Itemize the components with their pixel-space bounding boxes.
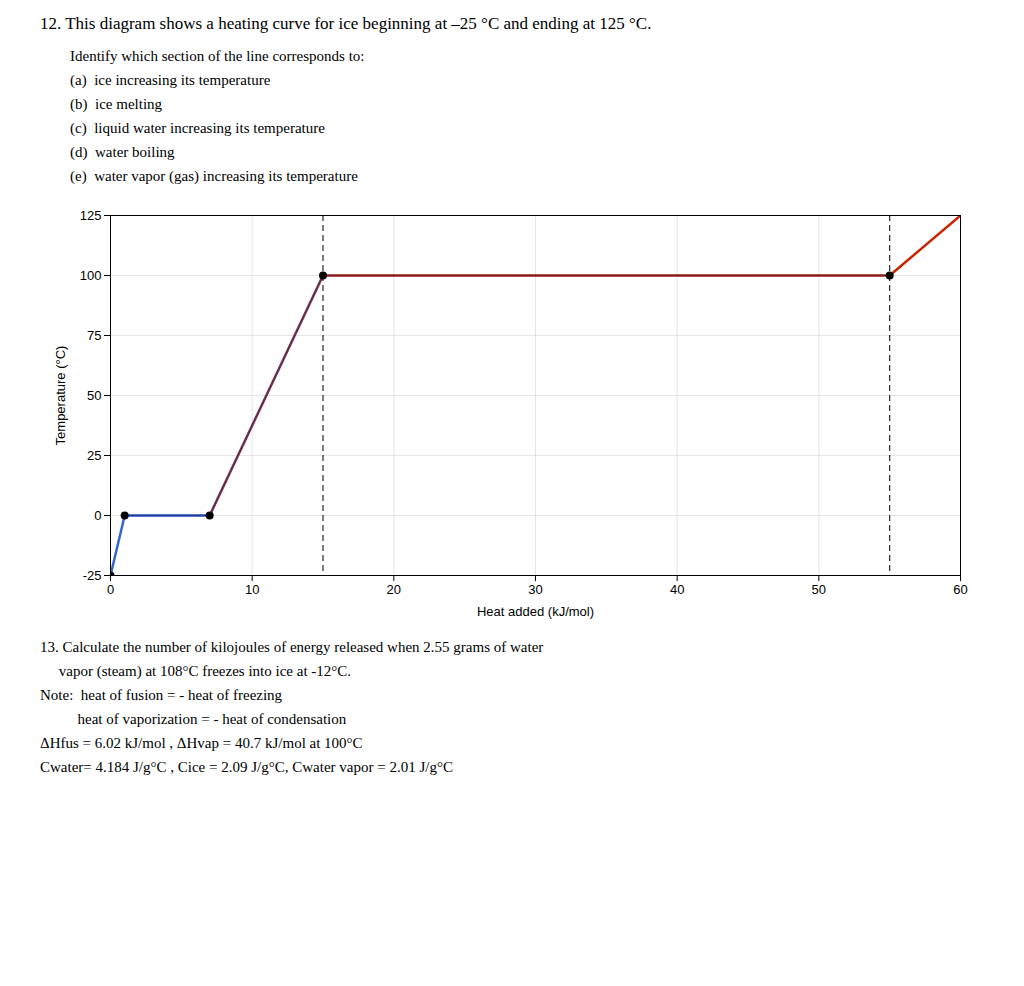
- html-text:Note: heat of fusion = - heat: Note: heat of fusion = - heat of freezin…: [40, 687, 283, 703]
- svg-text:125: 125: [80, 208, 102, 223]
- html-text:(a) ice increasing its tempera: (a) ice increasing its temperature: [70, 72, 271, 88]
- html-text:Identify which section of the: Identify which section of the line corre…: [70, 48, 365, 64]
- svg-text:Heat added (kJ/mol): Heat added (kJ/mol): [477, 604, 594, 619]
- html-text:(e) water vapor (gas) increasi: (e) water vapor (gas) increasing its tem…: [70, 168, 358, 184]
- svg-text:-25: -25: [83, 568, 102, 583]
- html-text:(c) liquid water increasing it: (c) liquid water increasing its temperat…: [70, 120, 325, 136]
- html-text:(b) ice melting: (b) ice melting: [70, 96, 163, 112]
- html-text:Cwater= 4.184 J/g°C , Cice = 2: Cwater= 4.184 J/g°C , Cice = 2.09 J/g°C,…: [40, 759, 453, 775]
- svg-text:20: 20: [387, 582, 401, 597]
- html-text:13. Calculate the number of ki: 13. Calculate the number of kilojoules o…: [40, 639, 544, 655]
- svg-text:0: 0: [94, 508, 101, 523]
- svg-text:60: 60: [953, 582, 967, 597]
- svg-text:Temperature (°C): Temperature (°C): [53, 346, 68, 446]
- svg-text:30: 30: [528, 582, 542, 597]
- svg-text:0: 0: [107, 582, 114, 597]
- svg-text:40: 40: [670, 582, 684, 597]
- svg-text:75: 75: [87, 328, 101, 343]
- html-text:ΔHfus = 6.02 kJ/mol , ΔHvap =: ΔHfus = 6.02 kJ/mol , ΔHvap = 40.7 kJ/mo…: [40, 735, 363, 751]
- html-text:vapor (steam) at 108°C freezes: vapor (steam) at 108°C freezes into ice …: [40, 663, 352, 679]
- html-text:12. This diagram shows a heati: 12. This diagram shows a heating curve f…: [40, 14, 652, 33]
- svg-text:50: 50: [812, 582, 826, 597]
- svg-text:100: 100: [80, 268, 102, 283]
- svg-text:50: 50: [87, 388, 101, 403]
- svg-text:10: 10: [245, 582, 259, 597]
- svg-text:25: 25: [87, 448, 101, 463]
- html-text:(d) water boiling: (d) water boiling: [70, 144, 175, 160]
- html-text:heat of vaporization = - heat: heat of vaporization = - heat of condens…: [40, 711, 347, 727]
